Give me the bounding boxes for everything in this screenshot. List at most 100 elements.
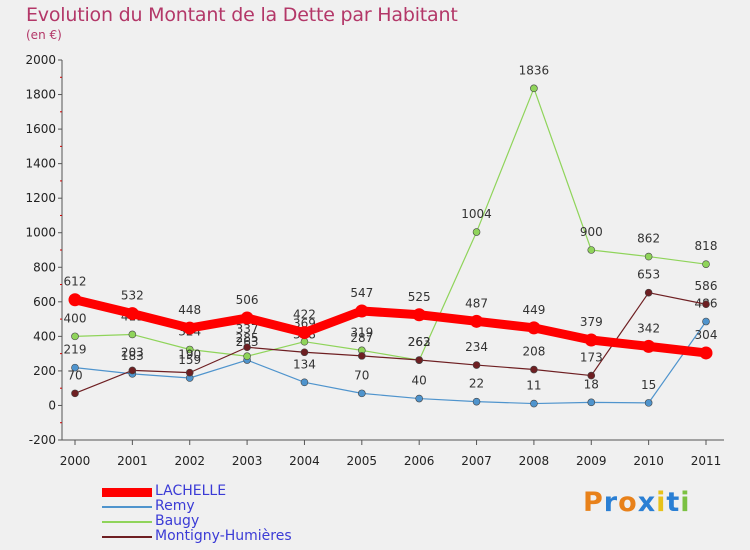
legend-swatch (102, 506, 152, 508)
x-tick-label: 2007 (461, 454, 492, 468)
data-point (300, 348, 309, 357)
data-point (472, 361, 481, 369)
data-point (415, 394, 423, 403)
data-label: 547 (350, 286, 373, 300)
data-point (412, 308, 426, 322)
x-tick-label: 2010 (633, 454, 664, 468)
data-point (644, 252, 653, 261)
series-line (70, 295, 711, 358)
series-line (74, 320, 707, 405)
logo-letter: i (680, 487, 691, 518)
data-label: 70 (67, 368, 82, 382)
data-label: 287 (350, 331, 373, 345)
data-label: 15 (641, 378, 656, 392)
x-tick-label: 2004 (289, 454, 320, 468)
data-point (530, 399, 538, 408)
data-label: 448 (178, 303, 201, 317)
x-tick-label: 2005 (347, 454, 378, 468)
chart-unit: (en €) (26, 28, 62, 42)
data-label: 40 (412, 374, 427, 388)
data-point (71, 332, 79, 341)
data-label: 487 (465, 296, 488, 310)
logo-letter: r (603, 487, 619, 518)
data-label: 653 (637, 268, 660, 282)
data-point (128, 330, 137, 339)
y-tick-label: 2000 (25, 53, 56, 67)
data-label: 319 (350, 325, 373, 339)
x-tick-label: 2000 (60, 454, 91, 468)
data-label: 449 (522, 303, 545, 317)
y-tick-label: 600 (33, 295, 56, 309)
series-line (74, 292, 707, 394)
y-tick-label: 1600 (25, 122, 56, 136)
y-tick-label: 200 (33, 364, 56, 378)
legend-label: Montigny-Humières (155, 528, 292, 544)
data-label: 159 (178, 353, 201, 367)
logo-letter: P (583, 487, 604, 518)
logo-letter: o (618, 487, 638, 518)
data-point (355, 304, 369, 318)
data-point (644, 399, 653, 407)
data-point (128, 366, 137, 375)
x-tick-label: 2003 (232, 454, 263, 468)
data-point (587, 371, 596, 380)
data-label: 190 (178, 348, 201, 362)
data-point (243, 343, 251, 352)
data-point (415, 356, 423, 364)
x-tick-label: 2001 (117, 454, 148, 468)
data-label: 203 (121, 345, 144, 359)
data-point (183, 321, 197, 335)
data-label: 18 (584, 377, 599, 391)
data-point (240, 311, 254, 325)
data-point (358, 352, 366, 360)
data-label: 342 (637, 321, 660, 335)
data-point (358, 389, 366, 398)
y-tick-label: 800 (33, 260, 56, 274)
series-line (74, 87, 707, 361)
data-point (243, 352, 251, 361)
data-label: 263 (236, 335, 259, 349)
logo-letter: t (666, 487, 681, 518)
data-point (125, 307, 139, 321)
data-point (642, 339, 656, 353)
legend-swatch (102, 536, 152, 538)
x-tick-label: 2006 (404, 454, 435, 468)
proxiti-logo: Proxiti (583, 487, 691, 518)
data-label: 379 (580, 315, 603, 329)
data-point (702, 317, 710, 326)
data-point (71, 363, 79, 372)
data-label: 612 (64, 275, 87, 289)
data-point (584, 333, 598, 347)
data-point (699, 346, 713, 360)
data-label: 1004 (461, 207, 492, 221)
data-label: 173 (580, 351, 603, 365)
data-label: 422 (293, 308, 316, 322)
x-tick-label: 2011 (691, 454, 722, 468)
data-label: 285 (236, 331, 259, 345)
data-label: 586 (695, 279, 718, 293)
logo-letter: i (656, 487, 667, 518)
x-tick-label: 2002 (174, 454, 205, 468)
chart-title: Evolution du Montant de la Dette par Hab… (26, 4, 458, 26)
data-point (300, 378, 309, 387)
data-label: 525 (408, 290, 431, 304)
data-label: 818 (695, 239, 718, 253)
data-label: 900 (580, 225, 603, 239)
data-label: 208 (522, 345, 545, 359)
data-label: 862 (637, 232, 660, 246)
y-tick-label: 1400 (25, 157, 56, 171)
data-label: 400 (64, 311, 87, 325)
data-point (587, 246, 596, 254)
data-point (185, 345, 194, 354)
x-tick-label: 2009 (576, 454, 607, 468)
data-point (530, 365, 538, 374)
legend-swatch (102, 521, 152, 523)
data-point (71, 389, 79, 398)
y-tick-label: 1800 (25, 88, 56, 102)
data-point (68, 293, 82, 307)
data-label: 262 (408, 335, 431, 349)
data-point (472, 397, 481, 406)
data-label: 506 (236, 293, 259, 307)
